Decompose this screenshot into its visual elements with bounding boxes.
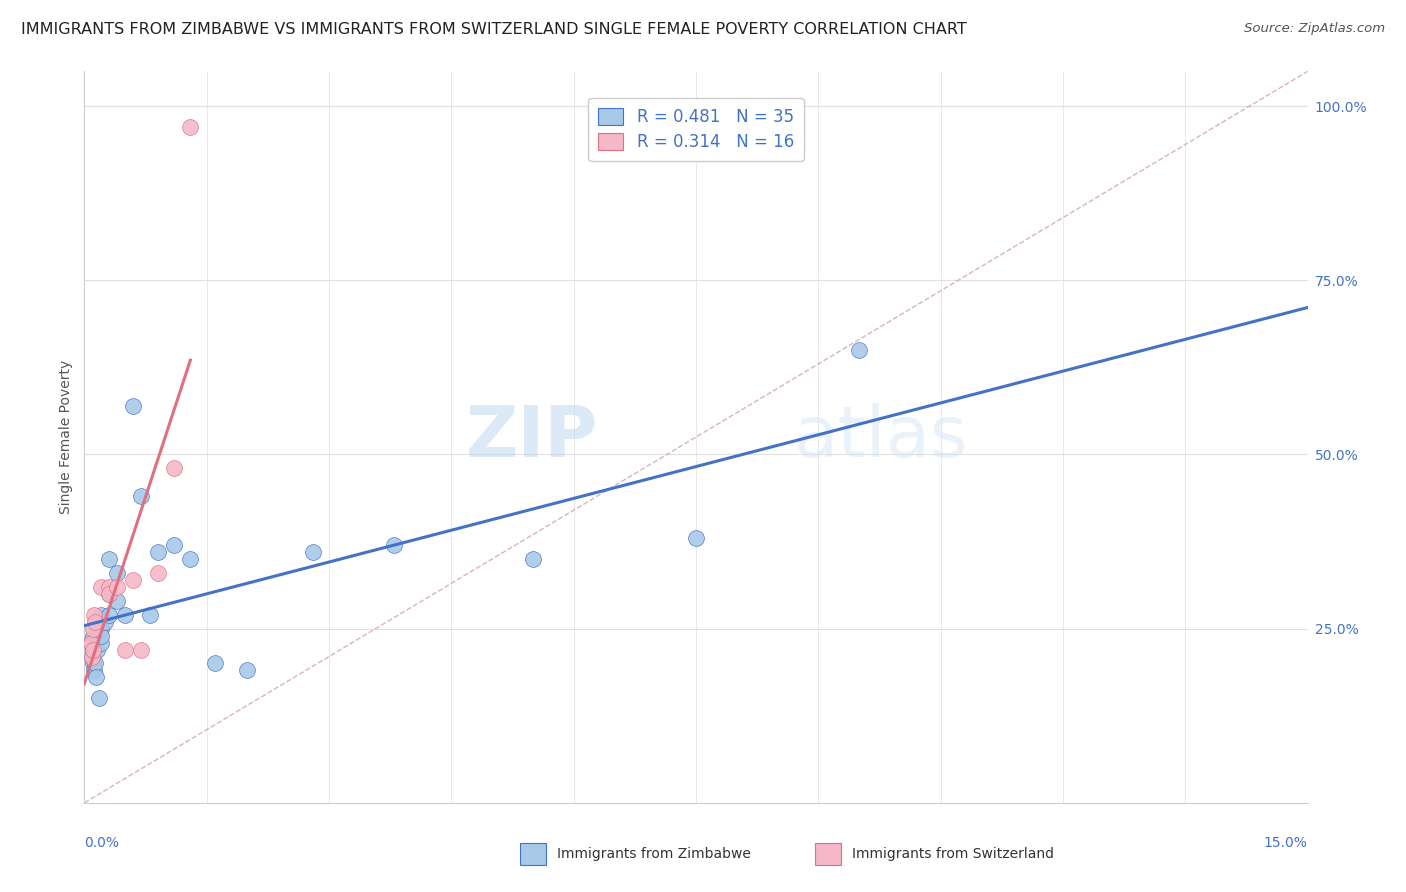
Point bbox=[82, 629, 104, 643]
Text: 15.0%: 15.0% bbox=[1264, 836, 1308, 850]
Text: IMMIGRANTS FROM ZIMBABWE VS IMMIGRANTS FROM SWITZERLAND SINGLE FEMALE POVERTY CO: IMMIGRANTS FROM ZIMBABWE VS IMMIGRANTS F… bbox=[21, 22, 967, 37]
Text: ZIP: ZIP bbox=[465, 402, 598, 472]
Point bbox=[80, 635, 103, 649]
Point bbox=[382, 538, 405, 552]
Point bbox=[179, 552, 201, 566]
Point bbox=[114, 607, 136, 622]
Point bbox=[86, 629, 108, 643]
Point bbox=[87, 691, 110, 706]
Point bbox=[90, 607, 112, 622]
Point bbox=[97, 587, 120, 601]
Point bbox=[301, 545, 323, 559]
Point bbox=[685, 531, 707, 545]
Point bbox=[179, 120, 201, 134]
Point bbox=[122, 399, 145, 413]
Point bbox=[848, 343, 870, 357]
Point bbox=[90, 580, 112, 594]
Point bbox=[105, 594, 128, 608]
Point bbox=[84, 670, 107, 684]
Point bbox=[131, 489, 153, 503]
Point bbox=[90, 622, 112, 636]
Point bbox=[97, 587, 120, 601]
Text: Immigrants from Zimbabwe: Immigrants from Zimbabwe bbox=[557, 847, 751, 861]
Text: Immigrants from Switzerland: Immigrants from Switzerland bbox=[852, 847, 1054, 861]
Point bbox=[97, 607, 120, 622]
Point bbox=[80, 635, 103, 649]
Point bbox=[83, 664, 105, 678]
Text: Source: ZipAtlas.com: Source: ZipAtlas.com bbox=[1244, 22, 1385, 36]
Point bbox=[122, 573, 145, 587]
Point bbox=[163, 538, 186, 552]
Point bbox=[83, 607, 105, 622]
Point bbox=[522, 552, 544, 566]
Point bbox=[82, 642, 104, 657]
Point bbox=[90, 629, 112, 643]
Point bbox=[97, 580, 120, 594]
Point bbox=[82, 642, 104, 657]
Point bbox=[236, 664, 259, 678]
Point bbox=[105, 580, 128, 594]
Point bbox=[82, 622, 104, 636]
Point bbox=[114, 642, 136, 657]
Point bbox=[146, 545, 169, 559]
Point bbox=[80, 649, 103, 664]
Point bbox=[86, 642, 108, 657]
Y-axis label: Single Female Poverty: Single Female Poverty bbox=[59, 360, 73, 514]
Point bbox=[80, 649, 103, 664]
Text: atlas: atlas bbox=[794, 402, 969, 472]
Text: 0.0%: 0.0% bbox=[84, 836, 120, 850]
Point bbox=[146, 566, 169, 580]
Point bbox=[131, 642, 153, 657]
Point bbox=[138, 607, 160, 622]
Point bbox=[204, 657, 226, 671]
Point bbox=[163, 461, 186, 475]
Point bbox=[84, 657, 107, 671]
Point bbox=[93, 615, 115, 629]
Legend: R = 0.481   N = 35, R = 0.314   N = 16: R = 0.481 N = 35, R = 0.314 N = 16 bbox=[588, 98, 804, 161]
Point bbox=[97, 552, 120, 566]
Point bbox=[90, 635, 112, 649]
Point bbox=[84, 615, 107, 629]
Point bbox=[82, 657, 104, 671]
Point bbox=[105, 566, 128, 580]
